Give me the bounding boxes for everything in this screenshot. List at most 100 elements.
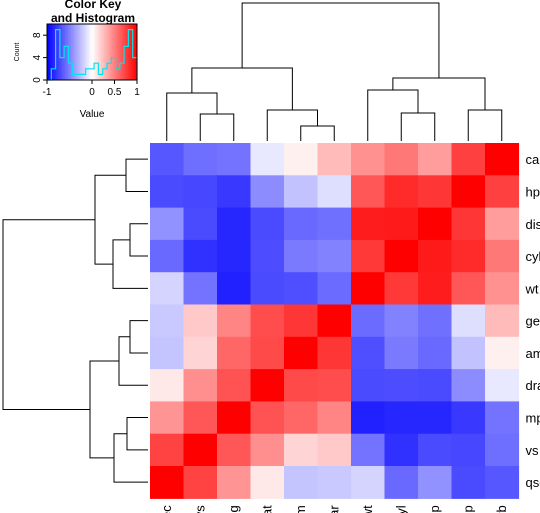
heatmap-cell [418, 466, 453, 499]
heatmap-cell [451, 272, 486, 306]
heatmap-cell [284, 207, 319, 241]
row-label: drat [526, 378, 540, 393]
color-key-swatch [80, 24, 82, 80]
color-key-swatch [74, 24, 76, 80]
color-key-x-axis: -1 0 0.5 1 [43, 80, 140, 98]
heatmap-cell [351, 175, 386, 209]
color-key-swatch [119, 24, 121, 80]
heatmap-cell [485, 239, 520, 273]
heatmap-cell [451, 304, 486, 338]
heatmap-cell [485, 207, 520, 241]
heatmap-cell [485, 433, 520, 467]
color-key-histogram-line [47, 29, 138, 81]
color-key-swatch [114, 24, 117, 80]
color-key-swatch [129, 24, 132, 80]
color-key-swatch [96, 24, 99, 80]
heatmap-cell [217, 466, 252, 499]
column-label: cyl [393, 505, 408, 513]
row-label: vs [526, 443, 540, 458]
heatmap-cell [418, 369, 453, 402]
row-label: disp [526, 217, 540, 232]
color-key-swatch [66, 24, 69, 80]
heatmap-cell [217, 369, 252, 402]
heatmap-cell [418, 175, 453, 209]
heatmap-cell [183, 304, 218, 338]
color-key-swatch [110, 24, 112, 80]
heatmap-cell [418, 433, 453, 467]
heatmap-cell [317, 336, 352, 370]
column-label: drat [259, 505, 274, 513]
color-key-swatch [77, 24, 79, 80]
heatmap-cell [451, 175, 486, 209]
heatmap-cell [150, 272, 185, 306]
color-key-swatch [90, 24, 93, 80]
heatmap-cell [485, 175, 520, 209]
column-label: qsec [159, 505, 174, 513]
heatmap-cell [351, 433, 386, 467]
row-label: cyl [526, 249, 540, 264]
heatmap-cell [485, 401, 520, 435]
row-labels: carb hp disp cyl wt gear am drat mpg vs qsec [525, 152, 540, 490]
dendrogram-branch [129, 223, 148, 257]
heatmap-cell [485, 466, 520, 499]
dendrogram-branch [199, 113, 235, 141]
heatmap-cell [284, 272, 319, 306]
color-key-swatch [60, 24, 63, 80]
row-label: qsec [526, 475, 540, 490]
heatmap-cells [150, 143, 520, 499]
color-key-swatch [116, 24, 118, 80]
color-key-swatch [62, 24, 64, 80]
heatmap-cell [317, 143, 352, 176]
dendrogram-branch [367, 89, 419, 141]
color-key-swatch [102, 24, 105, 80]
color-key-swatch [47, 24, 49, 80]
heatmap-cell [183, 207, 218, 241]
color-key-swatch [104, 24, 106, 80]
heatmap-cell [384, 466, 419, 499]
heatmap-cell [317, 369, 352, 402]
heatmap-cell [384, 304, 419, 338]
column-label: disp [427, 505, 442, 513]
heatmap-cell [317, 272, 352, 306]
color-key-swatch [117, 24, 120, 80]
color-key-swatch [98, 24, 100, 80]
color-key-swatch [126, 24, 129, 80]
heatmap-cell [451, 207, 486, 241]
color-key-swatch [120, 24, 123, 80]
color-key-swatch [83, 24, 85, 80]
heatmap-cell [150, 369, 185, 402]
color-key-swatch [75, 24, 78, 80]
color-key-y-tick-label: 8 [32, 32, 43, 38]
color-key: Color Key and Histogram -1 0 0.5 1 048 Valu… [14, 0, 140, 120]
color-key-swatch [122, 24, 124, 80]
heatmap-cell [250, 239, 285, 273]
dendrogram-branch [113, 433, 148, 483]
heatmap-cell [418, 239, 453, 273]
heatmap-cell [351, 207, 386, 241]
heatmap-cell [384, 433, 419, 467]
row-label: mpg [526, 411, 540, 426]
color-key-gradient [47, 24, 138, 80]
color-key-swatch [84, 24, 87, 80]
heatmap-cell [384, 369, 419, 402]
color-key-swatch [81, 24, 84, 80]
color-key-x-tick-label: -1 [43, 87, 52, 98]
color-key-swatch [128, 24, 130, 80]
column-label: vs [192, 505, 207, 513]
color-key-swatch [132, 24, 135, 80]
color-key-swatch [89, 24, 91, 80]
color-key-title-line1: Color Key [65, 0, 122, 11]
color-key-swatch [111, 24, 114, 80]
column-label: am [293, 505, 308, 513]
heatmap-cell [217, 401, 252, 435]
heatmap-cell [150, 239, 185, 273]
heatmap-cell [384, 207, 419, 241]
heatmap-cell [150, 466, 185, 499]
heatmap-cell [183, 466, 218, 499]
color-key-swatch [51, 24, 54, 80]
color-key-y-label: Count [14, 43, 21, 62]
heatmap-cell [250, 433, 285, 467]
heatmap-cell [384, 143, 419, 176]
heatmap-cell [418, 304, 453, 338]
